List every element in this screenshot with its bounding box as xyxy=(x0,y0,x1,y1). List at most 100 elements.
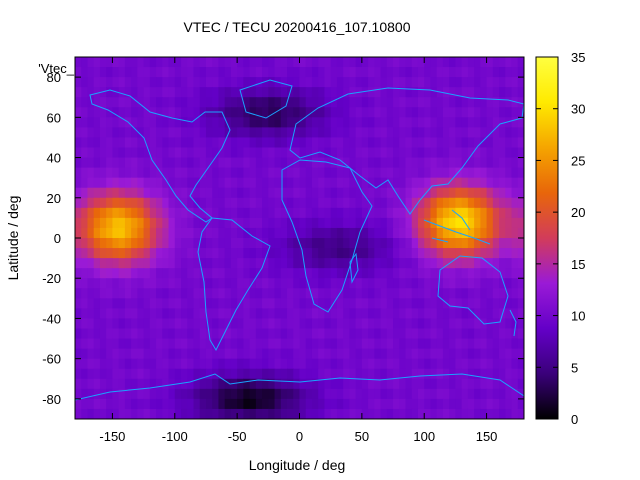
heatmap-cell xyxy=(330,107,338,118)
heatmap-cell xyxy=(137,177,145,189)
heatmap-cell xyxy=(93,217,101,229)
heatmap-cell xyxy=(467,408,475,419)
heatmap-cell xyxy=(237,338,244,350)
heatmap-cell xyxy=(237,358,244,370)
heatmap-cell xyxy=(218,358,226,370)
heatmap-cell xyxy=(162,238,170,249)
heatmap-cell xyxy=(492,348,500,360)
heatmap-cell xyxy=(311,147,319,159)
heatmap-cell xyxy=(168,167,176,179)
heatmap-cell xyxy=(417,127,425,139)
heatmap-cell xyxy=(492,167,500,179)
heatmap-cell xyxy=(318,87,326,98)
heatmap-cell xyxy=(424,217,432,229)
heatmap-cell xyxy=(81,298,89,309)
heatmap-cell xyxy=(349,67,357,78)
heatmap-cell xyxy=(499,258,506,269)
heatmap-cell xyxy=(212,107,220,118)
heatmap-cell xyxy=(149,137,157,149)
heatmap-cell xyxy=(243,87,251,98)
heatmap-cell xyxy=(106,318,114,330)
heatmap-cell xyxy=(343,227,350,239)
heatmap-cell xyxy=(299,207,307,219)
heatmap-cell xyxy=(330,217,338,229)
heatmap-cell xyxy=(368,217,375,229)
heatmap-cell xyxy=(449,107,457,118)
heatmap-cell xyxy=(124,137,132,149)
heatmap-cell xyxy=(149,368,157,380)
heatmap-cell xyxy=(156,368,163,380)
heatmap-cell xyxy=(174,238,182,249)
heatmap-cell xyxy=(349,328,357,340)
heatmap-cell xyxy=(224,398,232,410)
heatmap-cell xyxy=(87,167,95,179)
heatmap-cell xyxy=(218,368,226,380)
heatmap-cell xyxy=(131,137,138,149)
heatmap-cell xyxy=(243,398,251,410)
heatmap-cell xyxy=(124,258,132,269)
heatmap-cell xyxy=(480,238,488,249)
heatmap-cell xyxy=(424,227,432,239)
heatmap-cell xyxy=(137,197,145,209)
heatmap-cell xyxy=(355,157,363,169)
heatmap-cell xyxy=(287,207,294,219)
colorbar-tick-label: 20 xyxy=(571,205,585,220)
heatmap-cell xyxy=(124,187,132,199)
heatmap-cell xyxy=(205,97,213,108)
heatmap-cell xyxy=(436,298,444,309)
heatmap-cell xyxy=(131,77,138,88)
heatmap-cell xyxy=(193,278,201,289)
heatmap-cell xyxy=(386,238,394,249)
heatmap-cell xyxy=(262,187,269,199)
heatmap-cell xyxy=(268,298,276,309)
heatmap-cell xyxy=(237,398,244,410)
heatmap-cell xyxy=(156,217,163,229)
heatmap-cell xyxy=(218,117,226,128)
heatmap-cell xyxy=(106,147,114,159)
heatmap-cell xyxy=(193,117,201,128)
heatmap-cell xyxy=(274,157,282,169)
heatmap-cell xyxy=(237,308,244,320)
heatmap-cell xyxy=(380,408,388,419)
heatmap-cell xyxy=(411,207,419,219)
heatmap-cell xyxy=(212,318,220,330)
heatmap-cell xyxy=(411,408,419,419)
heatmap-cell xyxy=(449,268,457,279)
heatmap-cell xyxy=(330,227,338,239)
heatmap-cell xyxy=(436,197,444,209)
heatmap-cell xyxy=(505,217,513,229)
heatmap-cell xyxy=(355,388,363,400)
heatmap-cell xyxy=(249,77,257,88)
heatmap-cell xyxy=(492,107,500,118)
heatmap-cell xyxy=(106,137,114,149)
heatmap-cell xyxy=(255,388,263,400)
heatmap-cell xyxy=(168,398,176,410)
heatmap-cell xyxy=(336,227,344,239)
heatmap-cell xyxy=(249,288,257,299)
heatmap-cell xyxy=(336,137,344,149)
heatmap-cell xyxy=(430,167,438,179)
heatmap-cell xyxy=(193,408,201,419)
heatmap-cell xyxy=(106,388,114,400)
heatmap-cell xyxy=(237,107,244,118)
heatmap-cell xyxy=(156,388,163,400)
heatmap-cell xyxy=(193,207,201,219)
heatmap-cell xyxy=(461,227,469,239)
heatmap-cell xyxy=(268,77,276,88)
heatmap-cell xyxy=(486,77,494,88)
heatmap-cell xyxy=(174,358,182,370)
heatmap-cell xyxy=(361,318,369,330)
heatmap-cell xyxy=(399,368,407,380)
heatmap-cell xyxy=(224,258,232,269)
heatmap-cell xyxy=(162,87,170,98)
heatmap-cell xyxy=(162,378,170,390)
heatmap-cell xyxy=(349,87,357,98)
heatmap-cell xyxy=(430,107,438,118)
heatmap-cell xyxy=(442,57,450,68)
heatmap-cell xyxy=(255,187,263,199)
heatmap-cell xyxy=(411,288,419,299)
heatmap-cell xyxy=(268,157,276,169)
heatmap-cell xyxy=(124,378,132,390)
heatmap-cell xyxy=(87,157,95,169)
heatmap-cell xyxy=(442,67,450,78)
